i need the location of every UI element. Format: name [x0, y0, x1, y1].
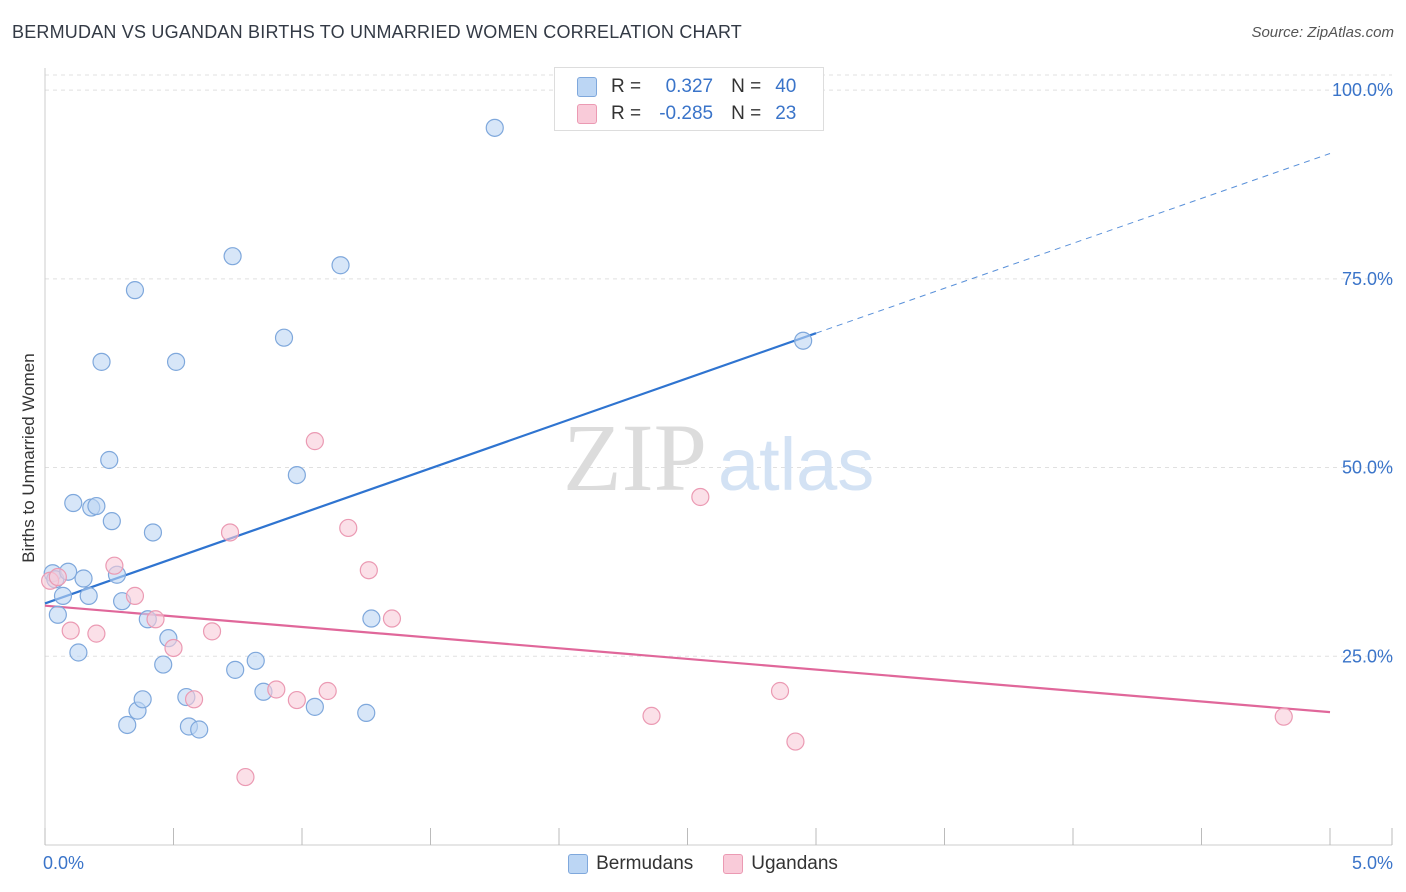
bermudan-point — [190, 720, 209, 739]
legend-item-bermudans[interactable]: Bermudans — [568, 852, 693, 876]
bermudan-point — [133, 690, 152, 709]
ugandan-point — [359, 561, 378, 580]
bermudan-point — [87, 496, 106, 516]
ugandan-point — [184, 690, 204, 709]
ugandan-point — [642, 706, 661, 726]
bermudan-point — [357, 703, 376, 722]
bermudan-point — [64, 493, 83, 513]
bermudan-point — [53, 586, 73, 605]
n-label: N = — [731, 76, 762, 97]
bermudan-point — [226, 660, 245, 679]
y-tick-label: 25.0% — [1342, 646, 1393, 666]
ugandan-point — [164, 638, 183, 658]
stats-row-bermudans: R = 0.327 N = 40 — [577, 74, 796, 100]
bermudan-point — [102, 512, 121, 531]
bermudan-point — [69, 643, 88, 662]
ugandan-point — [48, 567, 67, 587]
stats-box: R = 0.327 N = 40 R = -0.285 N = 23 — [554, 67, 824, 131]
bermudans-legend-swatch — [568, 854, 589, 874]
ugandan-point — [691, 487, 710, 507]
ugandans-legend-swatch — [723, 854, 744, 874]
bermudan-point — [485, 118, 504, 137]
bermudan-point — [246, 651, 265, 670]
bermudan-point — [362, 609, 381, 628]
bermudan-point — [154, 655, 173, 674]
ugandan-point — [236, 767, 255, 787]
bermudan-point — [143, 523, 163, 542]
r-value-ugandans: -0.285 — [659, 103, 714, 124]
bermudans-trend-extension — [815, 153, 1331, 334]
bermudans-swatch — [577, 77, 597, 97]
ugandan-point — [287, 690, 306, 710]
bermudan-point — [100, 450, 119, 470]
bermudans-trend-line — [44, 332, 817, 605]
n-label: N = — [731, 103, 762, 124]
ugandan-point — [770, 681, 790, 701]
bermudan-point — [79, 586, 98, 605]
y-tick-label: 100.0% — [1332, 80, 1393, 100]
chart-title: BERMUDAN VS UGANDAN BIRTHS TO UNMARRIED … — [12, 22, 743, 42]
n-value-bermudans: 40 — [775, 76, 797, 97]
bermudan-point — [92, 352, 111, 371]
tick-labels: 25.0% 50.0% 75.0% 100.0% 0.0% 5.0% — [43, 80, 1393, 873]
bermudan-point — [166, 352, 186, 371]
bermudan-point — [287, 465, 306, 485]
data-points — [41, 118, 1293, 787]
x-tick-label: 0.0% — [43, 853, 84, 873]
y-tick-label: 75.0% — [1342, 269, 1393, 289]
legend-item-ugandans[interactable]: Ugandans — [723, 852, 838, 876]
ugandan-point — [125, 586, 145, 605]
source-label: Source: ZipAtlas.com — [1251, 24, 1394, 41]
legend: Bermudans Ugandans — [0, 852, 1406, 876]
r-label: R = — [611, 103, 642, 124]
ugandan-point — [202, 622, 222, 641]
ugandan-point — [339, 518, 358, 538]
bermudan-point — [331, 256, 350, 275]
legend-label-bermudans: Bermudans — [596, 853, 694, 874]
bermudan-point — [305, 697, 324, 716]
watermark-zip: ZIP — [563, 404, 707, 511]
ugandans-trend-line — [44, 604, 1331, 714]
bermudan-point — [274, 328, 294, 347]
watermark: ZIP atlas — [563, 404, 874, 511]
ugandan-point — [318, 681, 337, 701]
bermudan-point — [223, 247, 242, 266]
ugandan-point — [61, 621, 80, 640]
ugandan-point — [87, 624, 106, 643]
r-label: R = — [611, 76, 642, 97]
ugandan-point — [105, 556, 124, 575]
x-tick-label: 5.0% — [1352, 853, 1393, 873]
bermudan-point — [48, 605, 67, 624]
trend-lines — [44, 153, 1331, 714]
bermudan-point — [125, 281, 145, 300]
n-value-ugandans: 23 — [775, 103, 797, 124]
ugandan-point — [267, 680, 286, 699]
y-axis-label: Births to Unmarried Women — [19, 353, 38, 562]
ugandan-point — [146, 610, 165, 629]
ugandans-swatch — [577, 104, 597, 124]
ugandan-point — [382, 609, 402, 628]
watermark-atlas: atlas — [718, 423, 874, 506]
grid-lines — [45, 74, 1392, 657]
ugandan-point — [786, 732, 805, 751]
bermudan-point — [794, 331, 813, 350]
y-tick-label: 50.0% — [1342, 458, 1393, 478]
bermudan-point — [118, 715, 137, 735]
legend-label-ugandans: Ugandans — [751, 853, 838, 874]
bermudan-point — [74, 569, 93, 588]
ugandan-point — [1274, 707, 1293, 726]
axes — [44, 68, 1393, 846]
ugandan-point — [305, 432, 324, 451]
stats-row-ugandans: R = -0.285 N = 23 — [577, 101, 796, 127]
r-value-bermudans: 0.327 — [665, 76, 714, 97]
ugandan-point — [220, 523, 240, 542]
